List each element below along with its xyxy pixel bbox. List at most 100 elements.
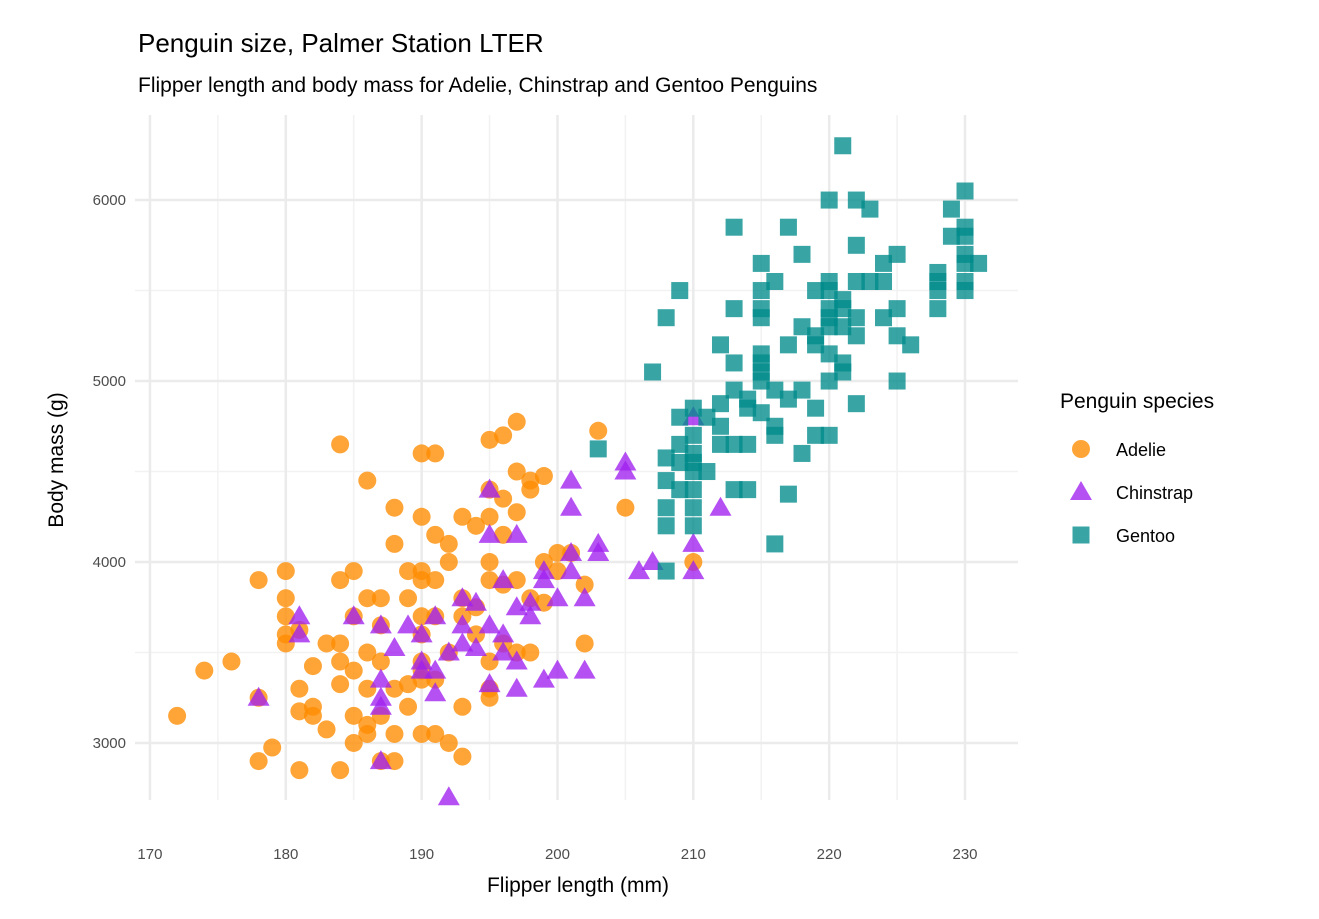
adelie-point [507, 412, 526, 431]
chinstrap-point [532, 569, 555, 589]
chinstrap-point [464, 636, 487, 656]
adelie-point [480, 507, 499, 526]
gentoo-point [684, 463, 702, 481]
gentoo-point [793, 444, 811, 462]
chinstrap-point [560, 469, 583, 489]
gentoo-point [657, 449, 675, 467]
gentoo-point [711, 417, 729, 435]
legend-key-chinstrap [1070, 481, 1092, 500]
gentoo-point [671, 282, 689, 300]
adelie-point [494, 426, 513, 445]
adelie-point [399, 562, 418, 581]
gentoo-point [698, 408, 716, 426]
gentoo-point [589, 440, 607, 458]
gentoo-point [942, 227, 960, 245]
gentoo-point [847, 191, 865, 209]
gentoo-point [766, 381, 784, 399]
adelie-point [548, 543, 567, 562]
gentoo-point [657, 499, 675, 517]
legend-label-adelie: Adelie [1116, 440, 1166, 460]
gentoo-point [834, 318, 852, 336]
adelie-point [290, 679, 309, 698]
gentoo-point [834, 363, 852, 381]
gentoo-point [711, 336, 729, 354]
gentoo-point [807, 399, 825, 417]
adelie-point [331, 675, 350, 694]
gentoo-point [888, 300, 906, 318]
adelie-point [466, 516, 485, 535]
adelie-point [358, 679, 377, 698]
data-points [168, 137, 988, 806]
gentoo-point [779, 336, 797, 354]
chinstrap-point [383, 636, 406, 656]
gentoo-point [956, 282, 974, 300]
adelie-point [344, 706, 363, 725]
gentoo-point [956, 182, 974, 200]
adelie-point [412, 607, 431, 626]
chinstrap-point [369, 750, 392, 770]
chinstrap-point [478, 523, 501, 543]
adelie-point [385, 498, 404, 517]
gentoo-point [875, 254, 893, 272]
adelie-point [371, 589, 390, 608]
adelie-point [426, 724, 445, 743]
gentoo-point [739, 481, 757, 499]
gentoo-point [752, 254, 770, 272]
gentoo-point [807, 282, 825, 300]
chinstrap-point [505, 677, 528, 697]
chinstrap-point [342, 605, 365, 625]
gentoo-point [766, 426, 784, 444]
adelie-point [276, 607, 295, 626]
gentoo-point [684, 481, 702, 499]
gentoo-point [902, 336, 920, 354]
adelie-point [412, 444, 431, 463]
chinstrap-point [560, 541, 583, 561]
gentoo-point [929, 300, 947, 318]
gentoo-point [779, 390, 797, 408]
chinstrap-point [505, 650, 528, 670]
chinstrap-point [451, 614, 474, 634]
gentoo-point [657, 309, 675, 327]
adelie-point [263, 738, 282, 757]
chinstrap-point [573, 587, 596, 607]
series-gentoo [589, 137, 988, 580]
adelie-point [303, 706, 322, 725]
adelie-point [480, 652, 499, 671]
adelie-point [439, 733, 458, 752]
chinstrap-point [478, 478, 501, 498]
gentoo-point [942, 200, 960, 218]
gentoo-point [766, 272, 784, 290]
gentoo-point [820, 191, 838, 209]
gentoo-point [657, 472, 675, 490]
adelie-point [385, 534, 404, 553]
chinstrap-point [546, 659, 569, 679]
chinstrap-point [424, 659, 447, 679]
chinstrap-point [424, 605, 447, 625]
chinstrap-point [492, 623, 515, 643]
adelie-point [331, 571, 350, 590]
chinstrap-point [505, 523, 528, 543]
adelie-point [480, 688, 499, 707]
x-axis-ticks: 170 180 190 200 210 220 230 [137, 846, 977, 863]
adelie-point [426, 571, 445, 590]
adelie-point [317, 720, 336, 739]
adelie-point [521, 480, 540, 499]
chinstrap-point [560, 560, 583, 580]
adelie-point [385, 679, 404, 698]
gentoo-point [956, 227, 974, 245]
chinstrap-point [288, 605, 311, 625]
y-axis-title: Body mass (g) [45, 392, 68, 527]
x-tick-label: 170 [137, 846, 162, 863]
adelie-point [480, 571, 499, 590]
gentoo-point [847, 327, 865, 345]
gentoo-point [657, 562, 675, 580]
gentoo-point [684, 517, 702, 535]
gentoo-point [766, 535, 784, 553]
adelie-point [344, 562, 363, 581]
gentoo-point [875, 309, 893, 327]
x-tick-label: 180 [273, 846, 298, 863]
adelie-point [276, 634, 295, 653]
gentoo-point [671, 481, 689, 499]
chinstrap-point [627, 560, 650, 580]
